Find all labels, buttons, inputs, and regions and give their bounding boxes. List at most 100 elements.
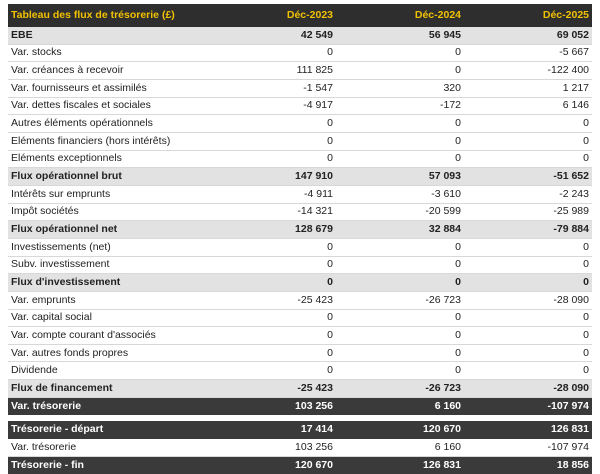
cell-value: 0 <box>464 238 592 257</box>
cell-value: 103 256 <box>208 397 336 416</box>
cell-value: 0 <box>336 344 464 363</box>
main-table: Tableau des flux de trésorerie (£) Déc-20… <box>8 4 592 416</box>
table-row: EBE 42 549 56 945 69 052 <box>8 27 592 45</box>
table-row: Intérêts sur emprunts -4 911 -3 610 -2 243 <box>8 185 592 204</box>
row-label: Var. autres fonds propres <box>8 344 208 363</box>
table-row: Var. autres fonds propres 0 0 0 <box>8 344 592 363</box>
cell-value: 0 <box>336 150 464 169</box>
cell-value: 0 <box>208 150 336 169</box>
row-label: Var. compte courant d'associés <box>8 326 208 345</box>
cell-value: 147 910 <box>208 167 336 186</box>
cell-value: -14 321 <box>208 203 336 222</box>
cell-value: 17 414 <box>208 421 336 440</box>
row-label: Flux d'investissement <box>8 273 208 292</box>
cell-value: 320 <box>336 79 464 98</box>
cell-value: -25 423 <box>208 291 336 310</box>
table-row: Flux opérationnel net 128 679 32 884 -79 88… <box>8 220 592 239</box>
cell-value: 0 <box>464 114 592 133</box>
row-label: Subv. investissement <box>8 256 208 275</box>
cell-value: 0 <box>336 309 464 328</box>
cell-value: -4 911 <box>208 185 336 204</box>
table-row: Flux d'investissement 0 0 0 <box>8 273 592 292</box>
row-label: Tableau des flux de trésorerie (£) <box>8 4 208 27</box>
cell-value: -25 989 <box>464 203 592 222</box>
table-row: Var. trésorerie 103 256 6 160 -107 974 <box>8 397 592 416</box>
row-label: Var. stocks <box>8 44 208 63</box>
cell-value: 0 <box>336 132 464 151</box>
cell-value: 111 825 <box>208 61 336 80</box>
table-row: Flux opérationnel brut 147 910 57 093 -51 6… <box>8 167 592 186</box>
cell-value: Déc-2023 <box>208 4 336 27</box>
cell-value: 0 <box>208 326 336 345</box>
cell-value: -107 974 <box>464 438 592 457</box>
cell-value: 0 <box>464 256 592 275</box>
cell-value: 0 <box>464 150 592 169</box>
row-label: Flux opérationnel net <box>8 220 208 239</box>
cell-value: 6 160 <box>336 438 464 457</box>
cell-value: -107 974 <box>464 397 592 416</box>
table-row: Flux de financement -25 423 -26 723 -28 090 <box>8 379 592 398</box>
cell-value: -26 723 <box>336 379 464 398</box>
cell-value: 0 <box>464 273 592 292</box>
cash-flow-table: Tableau des flux de trésorerie (£) Déc-20… <box>8 4 592 474</box>
cell-value: -51 652 <box>464 167 592 186</box>
cell-value: 0 <box>208 238 336 257</box>
table-row: Investissements (net) 0 0 0 <box>8 238 592 257</box>
cell-value: 0 <box>208 44 336 63</box>
table-row: Var. compte courant d'associés 0 0 0 <box>8 326 592 345</box>
cell-value: 128 679 <box>208 220 336 239</box>
table-row: Var. emprunts -25 423 -26 723 -28 090 <box>8 291 592 310</box>
cell-value: 57 093 <box>336 167 464 186</box>
cell-value: 69 052 <box>464 27 592 45</box>
cell-value: -28 090 <box>464 291 592 310</box>
table-row: Var. dettes fiscales et sociales -4 917 -1… <box>8 97 592 116</box>
table-row: Autres éléments opérationnels 0 0 0 <box>8 114 592 133</box>
cell-value: -3 610 <box>336 185 464 204</box>
table-row: Eléments financiers (hors intérêts) 0 0 0 <box>8 132 592 151</box>
cell-value: 0 <box>464 326 592 345</box>
cell-value: 0 <box>208 132 336 151</box>
row-label: Var. trésorerie <box>8 397 208 416</box>
cell-value: 0 <box>336 44 464 63</box>
row-label: Var. trésorerie <box>8 438 208 457</box>
row-label: Eléments financiers (hors intérêts) <box>8 132 208 151</box>
cell-value: 1 217 <box>464 79 592 98</box>
cell-value: 0 <box>464 361 592 381</box>
summary-table: Trésorerie - départ 17 414 120 670 126 831 V… <box>8 421 592 474</box>
cell-value: 42 549 <box>208 27 336 45</box>
cell-value: 0 <box>208 256 336 275</box>
cell-value: 0 <box>208 273 336 292</box>
cell-value: 0 <box>336 361 464 381</box>
cell-value: 120 670 <box>336 421 464 440</box>
row-label: Flux opérationnel brut <box>8 167 208 186</box>
cell-value: -20 599 <box>336 203 464 222</box>
table-row: Trésorerie - départ 17 414 120 670 126 831 <box>8 421 592 440</box>
cell-value: 0 <box>336 273 464 292</box>
cell-value: 0 <box>336 238 464 257</box>
row-label: Investissements (net) <box>8 238 208 257</box>
cell-value: 0 <box>336 326 464 345</box>
cell-value: 0 <box>208 344 336 363</box>
table-row: Var. capital social 0 0 0 <box>8 309 592 328</box>
cell-value: -28 090 <box>464 379 592 398</box>
table-row: Var. trésorerie 103 256 6 160 -107 974 <box>8 438 592 457</box>
table-row: Var. fournisseurs et assimilés -1 547 320 1… <box>8 79 592 98</box>
table-row: Impôt sociétés -14 321 -20 599 -25 989 <box>8 203 592 222</box>
cell-value: 0 <box>336 61 464 80</box>
cell-value: 103 256 <box>208 438 336 457</box>
cell-value: 32 884 <box>336 220 464 239</box>
row-label: Var. créances à recevoir <box>8 61 208 80</box>
cell-value: 0 <box>336 114 464 133</box>
row-label: Eléments exceptionnels <box>8 150 208 169</box>
row-label: Impôt sociétés <box>8 203 208 222</box>
cell-value: -122 400 <box>464 61 592 80</box>
cell-value: 0 <box>464 344 592 363</box>
cell-value: -26 723 <box>336 291 464 310</box>
row-label: Flux de financement <box>8 379 208 398</box>
cell-value: 6 146 <box>464 97 592 116</box>
row-label: Dividende <box>8 361 208 381</box>
row-label: Trésorerie - départ <box>8 421 208 440</box>
cell-value: -2 243 <box>464 185 592 204</box>
row-label: Intérêts sur emprunts <box>8 185 208 204</box>
cell-value: 0 <box>208 361 336 381</box>
